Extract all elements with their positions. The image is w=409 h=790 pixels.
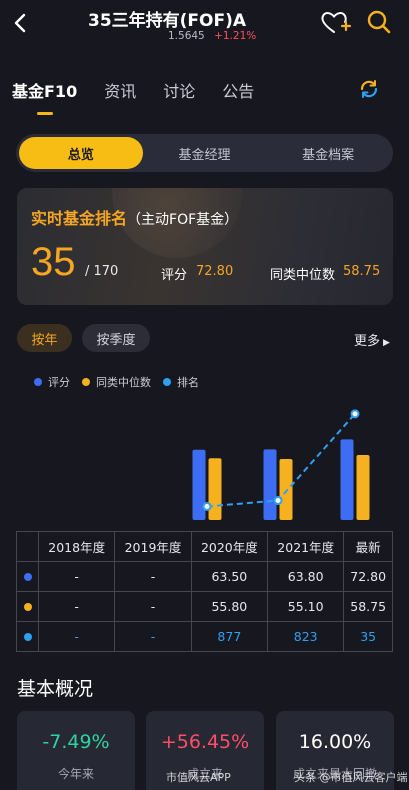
median-label: 同类中位数 bbox=[270, 268, 336, 283]
rank-point-1 bbox=[273, 496, 283, 506]
stat-label: 成立来最大回撤 bbox=[292, 767, 377, 781]
table-cell: 823 bbox=[267, 621, 345, 652]
score-label: 评分 bbox=[161, 268, 188, 283]
realtime-ranking-card[interactable]: 实时基金排名（主动FOF基金） 35 / 170 评分 72.80 同类中位数 … bbox=[17, 188, 393, 305]
legend-dot bbox=[163, 378, 171, 386]
bar-score-3 bbox=[263, 449, 277, 520]
table-row-score: - - 63.50 63.80 72.80 bbox=[16, 561, 393, 592]
table-cell: 877 bbox=[190, 621, 269, 652]
ranking-table: 2018年度 2019年度 2020年度 2021年度 最新 - - 63.50… bbox=[16, 531, 393, 652]
table-cell: 63.50 bbox=[190, 561, 269, 592]
overview-title: 基本概况 bbox=[17, 678, 94, 700]
more-label: 更多 bbox=[354, 334, 381, 349]
legend-dot bbox=[82, 378, 90, 386]
table-header-row: 2018年度 2019年度 2020年度 2021年度 最新 bbox=[16, 531, 393, 562]
nav-change: +1.21% bbox=[214, 30, 257, 42]
watermark-right: 头条 @市值风云客户端 bbox=[294, 771, 408, 784]
stat-card-ytd[interactable]: -7.49% 今年来 bbox=[17, 711, 135, 790]
legend-item-score: 评分 bbox=[34, 374, 70, 390]
bar-score-2 bbox=[192, 449, 206, 520]
favorite-add-icon[interactable] bbox=[318, 7, 352, 37]
table-cell: 63.80 bbox=[267, 561, 345, 592]
legend-item-median: 同类中位数 bbox=[82, 374, 151, 390]
table-header-cell: 最新 bbox=[343, 531, 393, 562]
legend-label: 排名 bbox=[177, 376, 199, 389]
tab-discussion[interactable]: 讨论 bbox=[163, 82, 196, 101]
refresh-icon[interactable] bbox=[358, 78, 380, 100]
tab-news[interactable]: 资讯 bbox=[104, 82, 137, 101]
segment-overview[interactable]: 总览 bbox=[19, 137, 143, 169]
table-row-median: - - 55.80 55.10 58.75 bbox=[16, 591, 393, 622]
period-yearly-chip[interactable]: 按年 bbox=[17, 324, 72, 352]
ranking-category: （主动FOF基金） bbox=[127, 212, 239, 228]
score-value: 72.80 bbox=[196, 264, 234, 279]
table-cell: 72.80 bbox=[343, 561, 393, 592]
back-icon[interactable] bbox=[6, 8, 36, 38]
search-icon[interactable] bbox=[362, 7, 396, 37]
table-row-rank: - - 877 823 35 bbox=[16, 621, 393, 652]
nav-value: 1.5645 bbox=[168, 30, 205, 42]
stat-value: 16.00% bbox=[298, 731, 372, 753]
table-cell: - bbox=[114, 621, 192, 652]
stat-label: 今年来 bbox=[57, 767, 94, 781]
active-tab-indicator bbox=[37, 112, 53, 115]
segment-manager[interactable]: 基金经理 bbox=[178, 147, 231, 163]
row-marker bbox=[16, 621, 39, 652]
table-header-cell: 2021年度 bbox=[267, 531, 345, 562]
table-cell: - bbox=[37, 621, 116, 652]
table-cell: - bbox=[37, 591, 116, 622]
table-header-cell: 2020年度 bbox=[190, 531, 269, 562]
chart-legend: 评分 同类中位数 排名 bbox=[34, 374, 211, 390]
stat-card-max-drawdown[interactable]: 16.00% 成立来最大回撤 bbox=[276, 711, 394, 790]
stat-value: -7.49% bbox=[42, 731, 110, 753]
bar-median-2 bbox=[208, 458, 222, 520]
ranking-title: 实时基金排名（主动FOF基金） bbox=[31, 205, 238, 229]
more-link[interactable]: 更多 ▶ bbox=[354, 330, 390, 349]
stat-card-since-inception[interactable]: +56.45% 成立来 bbox=[146, 711, 264, 790]
bar-score-4 bbox=[340, 439, 354, 520]
table-header-cell: 2018年度 bbox=[37, 531, 116, 562]
segment-profile[interactable]: 基金档案 bbox=[302, 147, 355, 163]
legend-dot bbox=[34, 378, 42, 386]
rank-point-2 bbox=[350, 409, 360, 419]
table-header-cell bbox=[16, 531, 39, 562]
stat-label: 成立来 bbox=[186, 767, 223, 781]
tab-announcements[interactable]: 公告 bbox=[222, 82, 255, 101]
bar-median-3 bbox=[279, 459, 293, 520]
table-cell: - bbox=[114, 591, 192, 622]
legend-label: 评分 bbox=[48, 376, 70, 389]
ranking-chart bbox=[192, 409, 370, 520]
table-cell: - bbox=[37, 561, 116, 592]
table-cell: - bbox=[114, 561, 192, 592]
table-cell: 58.75 bbox=[343, 591, 393, 622]
row-marker bbox=[16, 561, 39, 592]
caret-right-icon: ▶ bbox=[383, 338, 390, 348]
tab-f10[interactable]: 基金F10 bbox=[12, 82, 78, 101]
main-tabs: 基金F10 资讯 讨论 公告 bbox=[12, 78, 281, 102]
table-cell: 55.80 bbox=[190, 591, 269, 622]
rank-total: / 170 bbox=[85, 264, 119, 279]
ranking-title-main: 实时基金排名 bbox=[31, 209, 128, 228]
period-quarterly-chip[interactable]: 按季度 bbox=[82, 324, 150, 352]
table-cell: 55.10 bbox=[267, 591, 345, 622]
table-header-cell: 2019年度 bbox=[114, 531, 192, 562]
median-value: 58.75 bbox=[343, 264, 381, 279]
fund-title: 35三年持有(FOF)A bbox=[88, 11, 247, 31]
stat-value: +56.45% bbox=[160, 731, 250, 753]
fund-nav: 1.5645 +1.21% bbox=[168, 30, 256, 42]
watermark-left: 市值风云APP bbox=[166, 771, 231, 784]
bar-median-4 bbox=[356, 454, 370, 520]
legend-label: 同类中位数 bbox=[96, 376, 151, 389]
rank-number: 35 bbox=[31, 240, 76, 284]
table-cell: 35 bbox=[343, 621, 393, 652]
f10-section-switch: 总览 基金经理 基金档案 bbox=[16, 134, 393, 172]
rank-point-0 bbox=[202, 501, 212, 511]
row-marker bbox=[16, 591, 39, 622]
legend-item-rank: 排名 bbox=[163, 374, 199, 390]
